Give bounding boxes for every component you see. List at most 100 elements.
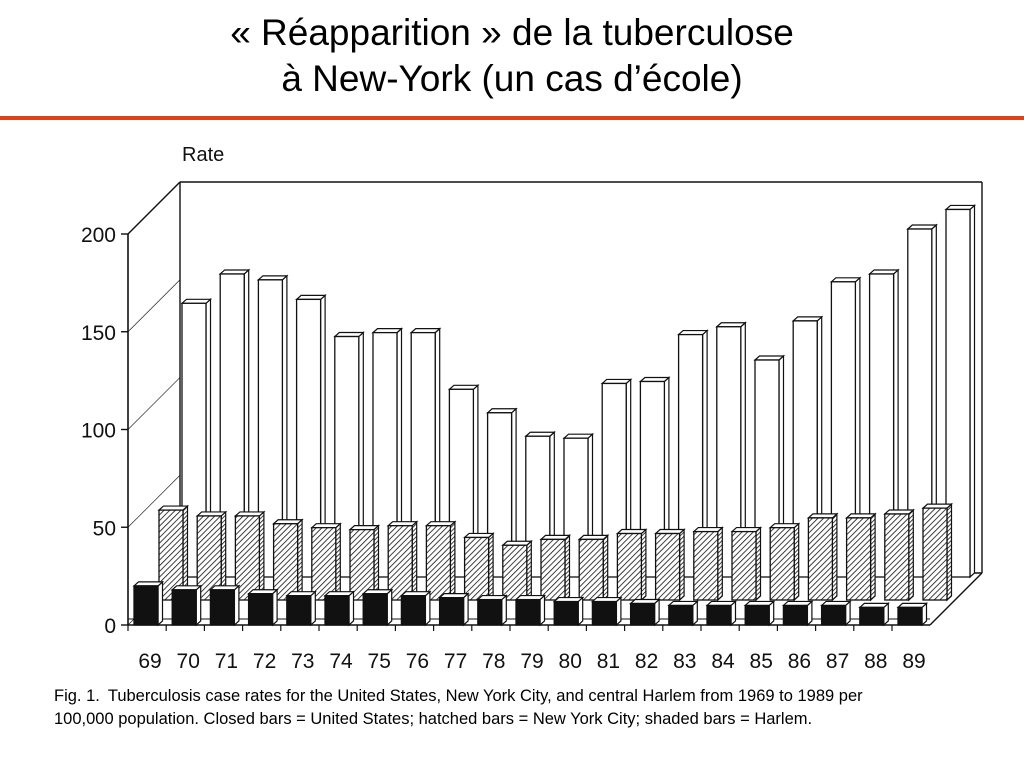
bar-side xyxy=(946,502,953,602)
bar-new-york-city-73 xyxy=(310,522,342,602)
bar-new-york-city-88 xyxy=(883,508,915,602)
bar-new-york-city-86 xyxy=(806,512,839,602)
bar-new-york-city-81 xyxy=(615,528,648,602)
caption-line-1: Tuberculosis case rates for the United S… xyxy=(107,687,863,705)
y-tick-wall-line xyxy=(127,279,181,332)
bar-front xyxy=(171,589,197,626)
bar-harlem-75 xyxy=(409,327,442,579)
bar-united-states-89 xyxy=(896,602,929,627)
bar-front xyxy=(706,604,732,626)
bar-united-states-82 xyxy=(629,598,661,627)
bar-new-york-city-87 xyxy=(845,512,877,602)
x-tick-label: 70 xyxy=(177,650,200,673)
y-tick-label: 200 xyxy=(81,224,116,247)
bar-new-york-city-70 xyxy=(195,510,228,602)
bar-side xyxy=(258,510,265,602)
bar-side xyxy=(564,534,571,602)
bar-front xyxy=(884,513,910,601)
bar-side xyxy=(233,584,240,627)
bar-front xyxy=(668,604,694,626)
bar-united-states-76 xyxy=(399,590,432,627)
bar-front xyxy=(311,527,337,601)
bar-front xyxy=(133,585,159,626)
bar-front xyxy=(540,538,566,601)
x-tick-label: 82 xyxy=(635,650,658,673)
bar-side xyxy=(640,528,647,602)
x-tick-label: 85 xyxy=(750,650,773,673)
y-tick-wall-line xyxy=(127,475,181,528)
bar-front xyxy=(845,517,872,601)
bar-new-york-city-82 xyxy=(654,528,686,602)
bar-united-states-70 xyxy=(170,584,203,627)
x-tick-label: 80 xyxy=(559,650,582,673)
x-tick-label: 86 xyxy=(788,650,811,673)
caption-line-2: 100,000 population. Closed bars = United… xyxy=(54,710,813,728)
x-tick-label: 89 xyxy=(902,650,925,673)
bar-side xyxy=(310,590,316,627)
bar-front xyxy=(578,538,604,601)
bar-new-york-city-77 xyxy=(463,532,495,602)
bar-side xyxy=(297,518,303,602)
bar-side xyxy=(755,526,762,602)
bar-front xyxy=(807,517,834,601)
bar-front xyxy=(693,530,719,601)
bar-new-york-city-72 xyxy=(272,518,304,602)
tuberculosis-rate-chart: 0 50 100 150 200 69 70 71 72 73 74 75 76 77 78 79 80 81 8… xyxy=(81,144,983,673)
bar-side xyxy=(272,588,278,627)
bar-united-states-88 xyxy=(858,602,890,627)
floor-right-edge xyxy=(929,572,983,626)
bar-front xyxy=(922,507,948,601)
bar-front xyxy=(616,532,643,601)
bar-front xyxy=(400,595,427,626)
bar-front xyxy=(362,593,388,626)
bar-side xyxy=(386,588,393,627)
bar-new-york-city-79 xyxy=(539,534,572,602)
bar-side xyxy=(157,580,164,627)
bar-harlem-88 xyxy=(906,223,938,579)
bar-side xyxy=(717,526,723,602)
bar-side xyxy=(602,534,609,602)
bar-side xyxy=(501,594,507,627)
bar-united-states-73 xyxy=(285,590,317,627)
bar-front xyxy=(515,598,541,626)
bar-united-states-85 xyxy=(743,600,776,627)
bar-new-york-city-75 xyxy=(386,520,419,602)
x-tick-label: 84 xyxy=(711,650,735,673)
bar-side xyxy=(449,520,456,602)
bar-front xyxy=(502,544,528,601)
x-tick-label: 87 xyxy=(826,650,849,673)
bar-front xyxy=(820,604,847,626)
bar-front xyxy=(731,530,757,601)
bar-front xyxy=(286,595,312,626)
y-axis-label: Rate xyxy=(182,144,224,166)
bar-front xyxy=(769,527,795,601)
bar-new-york-city-89 xyxy=(921,502,954,602)
bar-side xyxy=(831,512,838,602)
bar-front xyxy=(629,602,656,626)
bar-united-states-78 xyxy=(476,594,508,627)
x-tick-label: 77 xyxy=(444,650,467,673)
figure-label: Fig. 1. xyxy=(54,687,100,705)
x-tick-label: 71 xyxy=(215,650,238,673)
bar-front xyxy=(591,600,618,626)
slide-title: « Réapparition » de la tuberculose à New… xyxy=(0,10,1024,102)
bar-united-states-83 xyxy=(667,600,699,627)
bar-united-states-84 xyxy=(705,600,738,627)
bar-new-york-city-85 xyxy=(768,522,801,602)
x-tick-label: 75 xyxy=(368,650,391,673)
bar-side xyxy=(539,594,546,627)
bar-united-states-81 xyxy=(590,596,623,627)
bar-united-states-80 xyxy=(552,596,585,627)
series-new-york-city xyxy=(157,502,954,602)
y-tick-label: 50 xyxy=(93,517,116,540)
bar-front xyxy=(438,596,465,626)
x-tick-label: 69 xyxy=(138,650,161,673)
bar-united-states-71 xyxy=(208,584,241,627)
y-tick-label: 100 xyxy=(81,420,116,443)
bar-side xyxy=(424,590,431,627)
bar-new-york-city-74 xyxy=(348,524,381,602)
bar-new-york-city-83 xyxy=(692,526,724,602)
bar-side xyxy=(195,584,202,627)
bar-new-york-city-76 xyxy=(424,520,457,602)
y-tick-wall-line xyxy=(127,181,181,235)
